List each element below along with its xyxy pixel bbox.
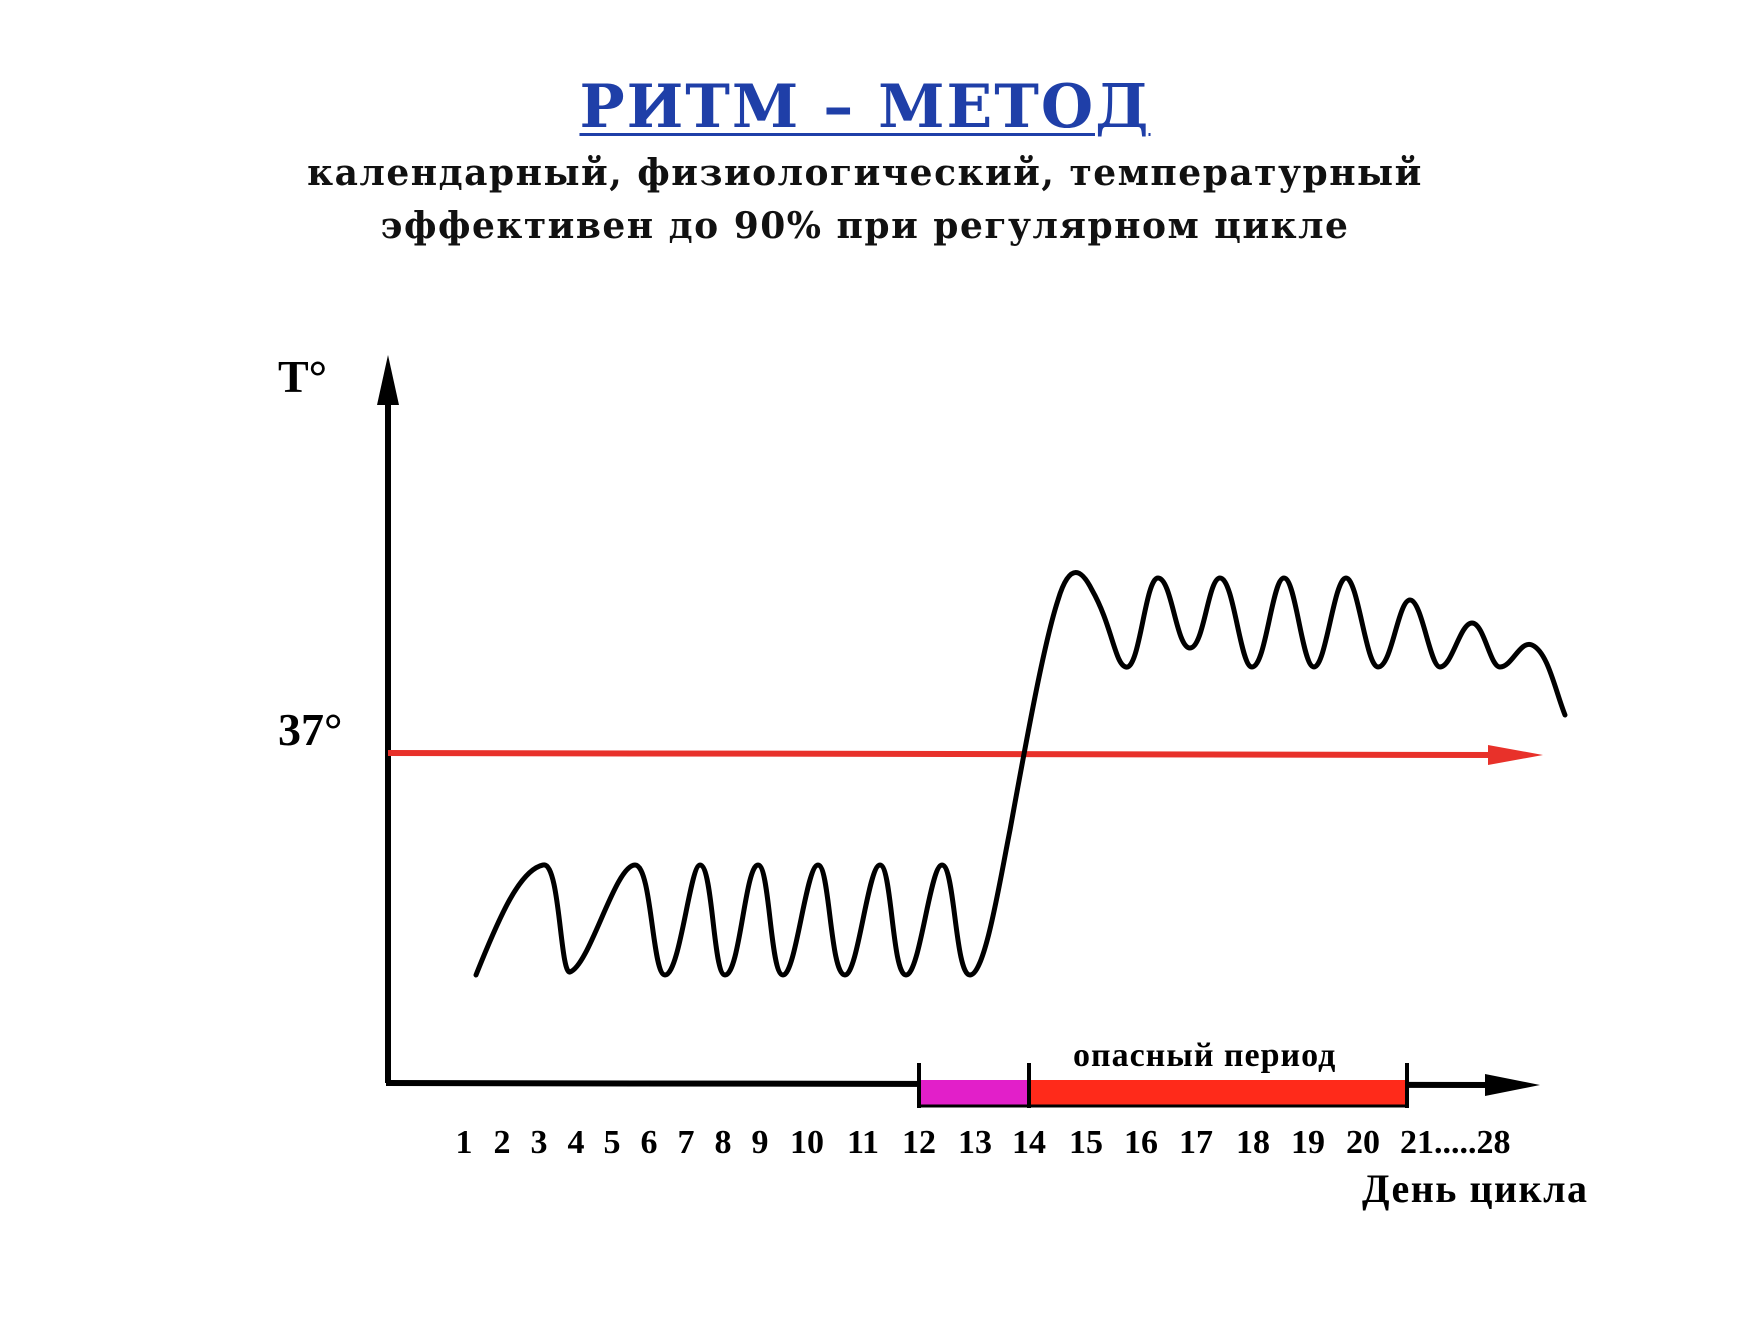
x-tick-label: 12 <box>902 1124 936 1161</box>
danger-segment <box>1029 1080 1407 1106</box>
y-axis-label: Т° <box>278 351 327 402</box>
x-tick-label: 2 <box>494 1124 511 1161</box>
reference-arrowhead <box>1488 745 1543 765</box>
x-tick-label: 20 <box>1346 1124 1380 1161</box>
x-tick-label: 21.....28 <box>1400 1124 1511 1161</box>
y-axis-arrowhead <box>377 355 399 405</box>
x-tick-label: 13 <box>958 1124 992 1161</box>
subtitle-effectiveness: эффективен до 90% при регулярном цикле <box>380 205 1350 247</box>
x-tick-label: 6 <box>641 1124 658 1161</box>
x-tick-label: 19 <box>1291 1124 1325 1161</box>
x-axis-arrowhead <box>1485 1074 1540 1096</box>
page-title: РИТМ – МЕТОД <box>579 72 1151 142</box>
danger-period-label: опасный период <box>1073 1037 1336 1074</box>
x-tick-label: 11 <box>847 1124 879 1161</box>
x-tick-label: 10 <box>790 1124 824 1161</box>
x-tick-label: 3 <box>531 1124 548 1161</box>
x-tick-labels: 1 2 3 4 5 6 7 8 9 10 11 12 13 14 15 16 17 18 19 20 21.....28 <box>456 1124 1511 1161</box>
fertile-segment <box>919 1080 1029 1106</box>
x-tick-label: 16 <box>1124 1124 1158 1161</box>
x-axis-label: День цикла <box>1362 1166 1589 1211</box>
x-tick-label: 7 <box>678 1124 695 1161</box>
x-tick-label: 9 <box>752 1124 769 1161</box>
x-tick-label: 17 <box>1179 1124 1213 1161</box>
x-tick-label: 5 <box>604 1124 621 1161</box>
x-tick-label: 8 <box>715 1124 732 1161</box>
subtitle-methods: календарный, физиологический, температур… <box>307 152 1423 194</box>
temperature-curve <box>473 570 1568 978</box>
x-tick-label: 15 <box>1069 1124 1103 1161</box>
x-tick-label: 1 <box>456 1124 473 1161</box>
x-tick-label: 4 <box>568 1124 585 1161</box>
x-tick-label: 14 <box>1012 1124 1046 1161</box>
x-tick-label: 18 <box>1236 1124 1270 1161</box>
reference-label: 37° <box>278 704 342 755</box>
reference-line <box>387 750 1501 758</box>
